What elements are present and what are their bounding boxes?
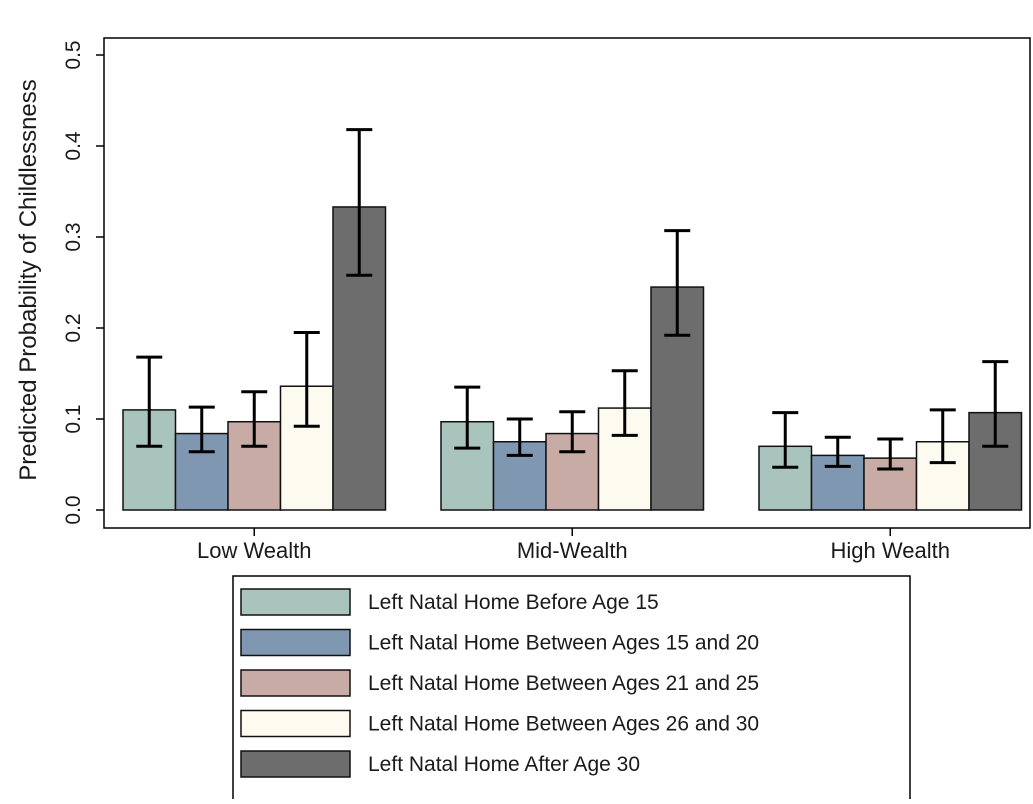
y-tick-label: 0.0 — [62, 495, 85, 524]
x-tick-label: High Wealth — [831, 538, 950, 563]
y-tick-label: 0.5 — [62, 40, 85, 69]
y-tick-label: 0.2 — [62, 313, 85, 342]
legend-label: Left Natal Home Between Ages 21 and 25 — [368, 672, 759, 695]
x-tick-label: Low Wealth — [197, 538, 312, 563]
plot-frame — [103, 37, 1031, 529]
legend-swatch — [240, 709, 351, 738]
legend-label: Left Natal Home Between Ages 15 and 20 — [368, 632, 759, 655]
y-tick-label: 0.3 — [62, 222, 85, 251]
legend-swatch — [240, 669, 351, 697]
y-axis-title: Predicted Probability of Childlessness — [15, 79, 42, 481]
legend-swatch — [240, 628, 351, 657]
bar — [332, 206, 387, 511]
y-tick-label: 0.1 — [62, 404, 85, 433]
legend-label: Left Natal Home Between Ages 26 and 30 — [368, 713, 759, 736]
y-tick-label: 0.4 — [62, 131, 85, 161]
x-tick-label: Mid-Wealth — [517, 538, 628, 563]
legend-swatch — [240, 750, 351, 778]
legend-label: Left Natal Home Before Age 15 — [368, 591, 659, 614]
legend-label: Left Natal Home After Age 30 — [368, 753, 640, 776]
bar — [810, 454, 865, 511]
legend-swatch — [240, 588, 351, 616]
